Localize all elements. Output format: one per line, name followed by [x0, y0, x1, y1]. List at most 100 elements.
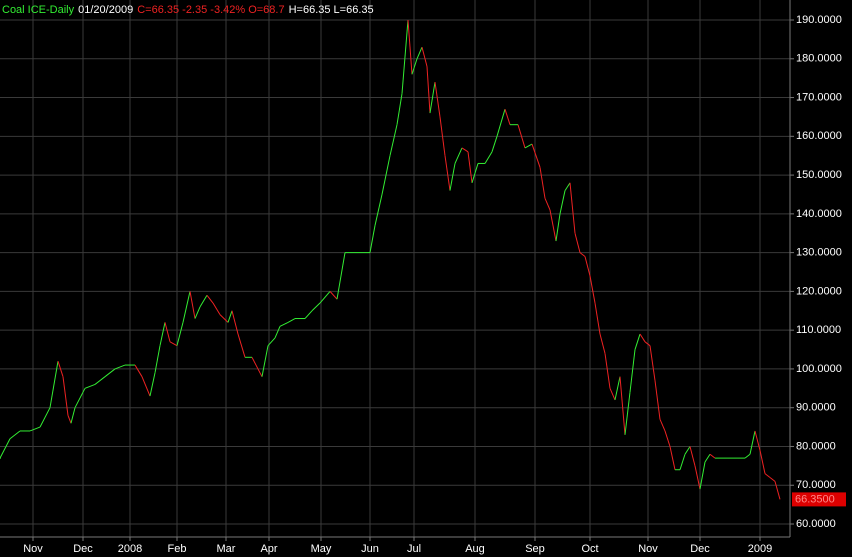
- y-tick-label: 90.0000: [796, 402, 836, 414]
- price-segment: [176, 322, 184, 346]
- x-tick-label: Dec: [73, 543, 93, 555]
- price-segment: [669, 446, 676, 470]
- price-segment: [199, 295, 208, 308]
- price-segment: [444, 155, 451, 191]
- price-segment: [396, 93, 403, 125]
- y-tick-label: 80.0000: [796, 440, 836, 452]
- price-segment: [624, 392, 631, 435]
- price-segment: [517, 124, 526, 149]
- price-segment: [555, 213, 561, 242]
- price-segment: [449, 163, 456, 191]
- price-segment: [0, 438, 11, 459]
- price-segment: [454, 147, 463, 164]
- price-segment: [421, 47, 428, 67]
- price-segment: [29, 426, 41, 432]
- price-segment: [524, 143, 533, 149]
- x-tick-label: Nov: [638, 543, 658, 555]
- price-segment: [574, 233, 581, 253]
- x-tick-label: Jun: [361, 543, 379, 555]
- price-segment: [659, 419, 666, 432]
- price-segment: [634, 333, 641, 350]
- price-segment: [484, 151, 493, 164]
- price-segment: [261, 345, 269, 377]
- price-segment: [206, 294, 214, 304]
- y-tick-label: 160.0000: [796, 130, 842, 142]
- price-segment: [639, 333, 646, 343]
- price-segment: [754, 430, 761, 451]
- price-segment: [694, 465, 701, 490]
- price-segment: [709, 453, 716, 459]
- price-segment: [311, 302, 321, 312]
- price-segment: [504, 109, 511, 125]
- last-price-box: [792, 492, 846, 507]
- price-segment: [429, 81, 436, 114]
- price-segment: [689, 446, 696, 466]
- x-tick-label: Apr: [260, 543, 277, 555]
- y-tick-label: 140.0000: [796, 208, 842, 220]
- price-segment: [461, 147, 469, 153]
- price-segment: [237, 333, 246, 358]
- price-segment: [67, 415, 72, 424]
- price-segment: [649, 345, 656, 381]
- y-tick-label: 190.0000: [796, 14, 842, 26]
- price-segment: [644, 341, 651, 347]
- price-segment: [407, 19, 413, 75]
- price-segment: [664, 430, 671, 447]
- price-segment: [104, 368, 116, 378]
- quote: C=66.35 -2.35 -3.42% O=68.7: [137, 4, 284, 16]
- x-tick-label: Feb: [168, 543, 187, 555]
- price-segment: [531, 143, 541, 168]
- last-price-label: 66.3500: [795, 493, 835, 505]
- price-segment: [679, 454, 686, 470]
- price-line: [0, 19, 781, 500]
- price-segment: [609, 388, 616, 401]
- price-segment: [619, 376, 626, 435]
- price-segment: [764, 473, 771, 478]
- x-tick-label: Nov: [23, 543, 43, 555]
- y-tick-label: 110.0000: [796, 324, 841, 336]
- price-segment: [539, 167, 546, 199]
- price-segment: [304, 310, 313, 319]
- price-segment: [251, 357, 259, 370]
- price-segment: [467, 151, 473, 183]
- price-segment: [94, 376, 106, 385]
- price-segment: [496, 109, 506, 137]
- price-segment: [219, 314, 229, 323]
- price-segment: [212, 302, 221, 315]
- y-tick-label: 100.0000: [796, 363, 842, 375]
- price-segment: [141, 376, 151, 397]
- price-segment: [774, 481, 781, 500]
- date: 01/20/2009: [78, 4, 133, 16]
- price-segment: [439, 116, 446, 156]
- price-segment: [744, 453, 751, 459]
- price-segment: [194, 306, 201, 319]
- price-segment: [434, 81, 441, 118]
- price-segment: [699, 461, 706, 490]
- y-tick-label: 60.0000: [796, 518, 836, 530]
- price-segment: [544, 198, 551, 211]
- price-segment: [319, 291, 331, 304]
- price-segment: [769, 477, 776, 482]
- price-segment: [684, 446, 691, 455]
- price-segment: [164, 322, 171, 342]
- y-tick-label: 170.0000: [796, 91, 842, 103]
- x-tick-label: Sep: [525, 543, 545, 555]
- price-segment: [564, 182, 571, 191]
- price-segment: [629, 349, 636, 393]
- price-segment: [70, 407, 76, 424]
- price-segment: [654, 380, 661, 420]
- price-segment: [159, 322, 166, 346]
- price-segment: [614, 376, 621, 401]
- price-segment: [336, 252, 346, 300]
- price-segment: [279, 321, 289, 327]
- price-segment: [599, 333, 606, 354]
- price-segment: [182, 291, 191, 323]
- price-segment: [267, 337, 276, 347]
- price-segment: [374, 194, 383, 226]
- price-segment: [704, 453, 711, 463]
- price-segment: [39, 407, 51, 428]
- x-tick-label: Dec: [690, 543, 710, 555]
- x-tick-label: Mar: [217, 543, 236, 555]
- price-segment: [62, 376, 69, 416]
